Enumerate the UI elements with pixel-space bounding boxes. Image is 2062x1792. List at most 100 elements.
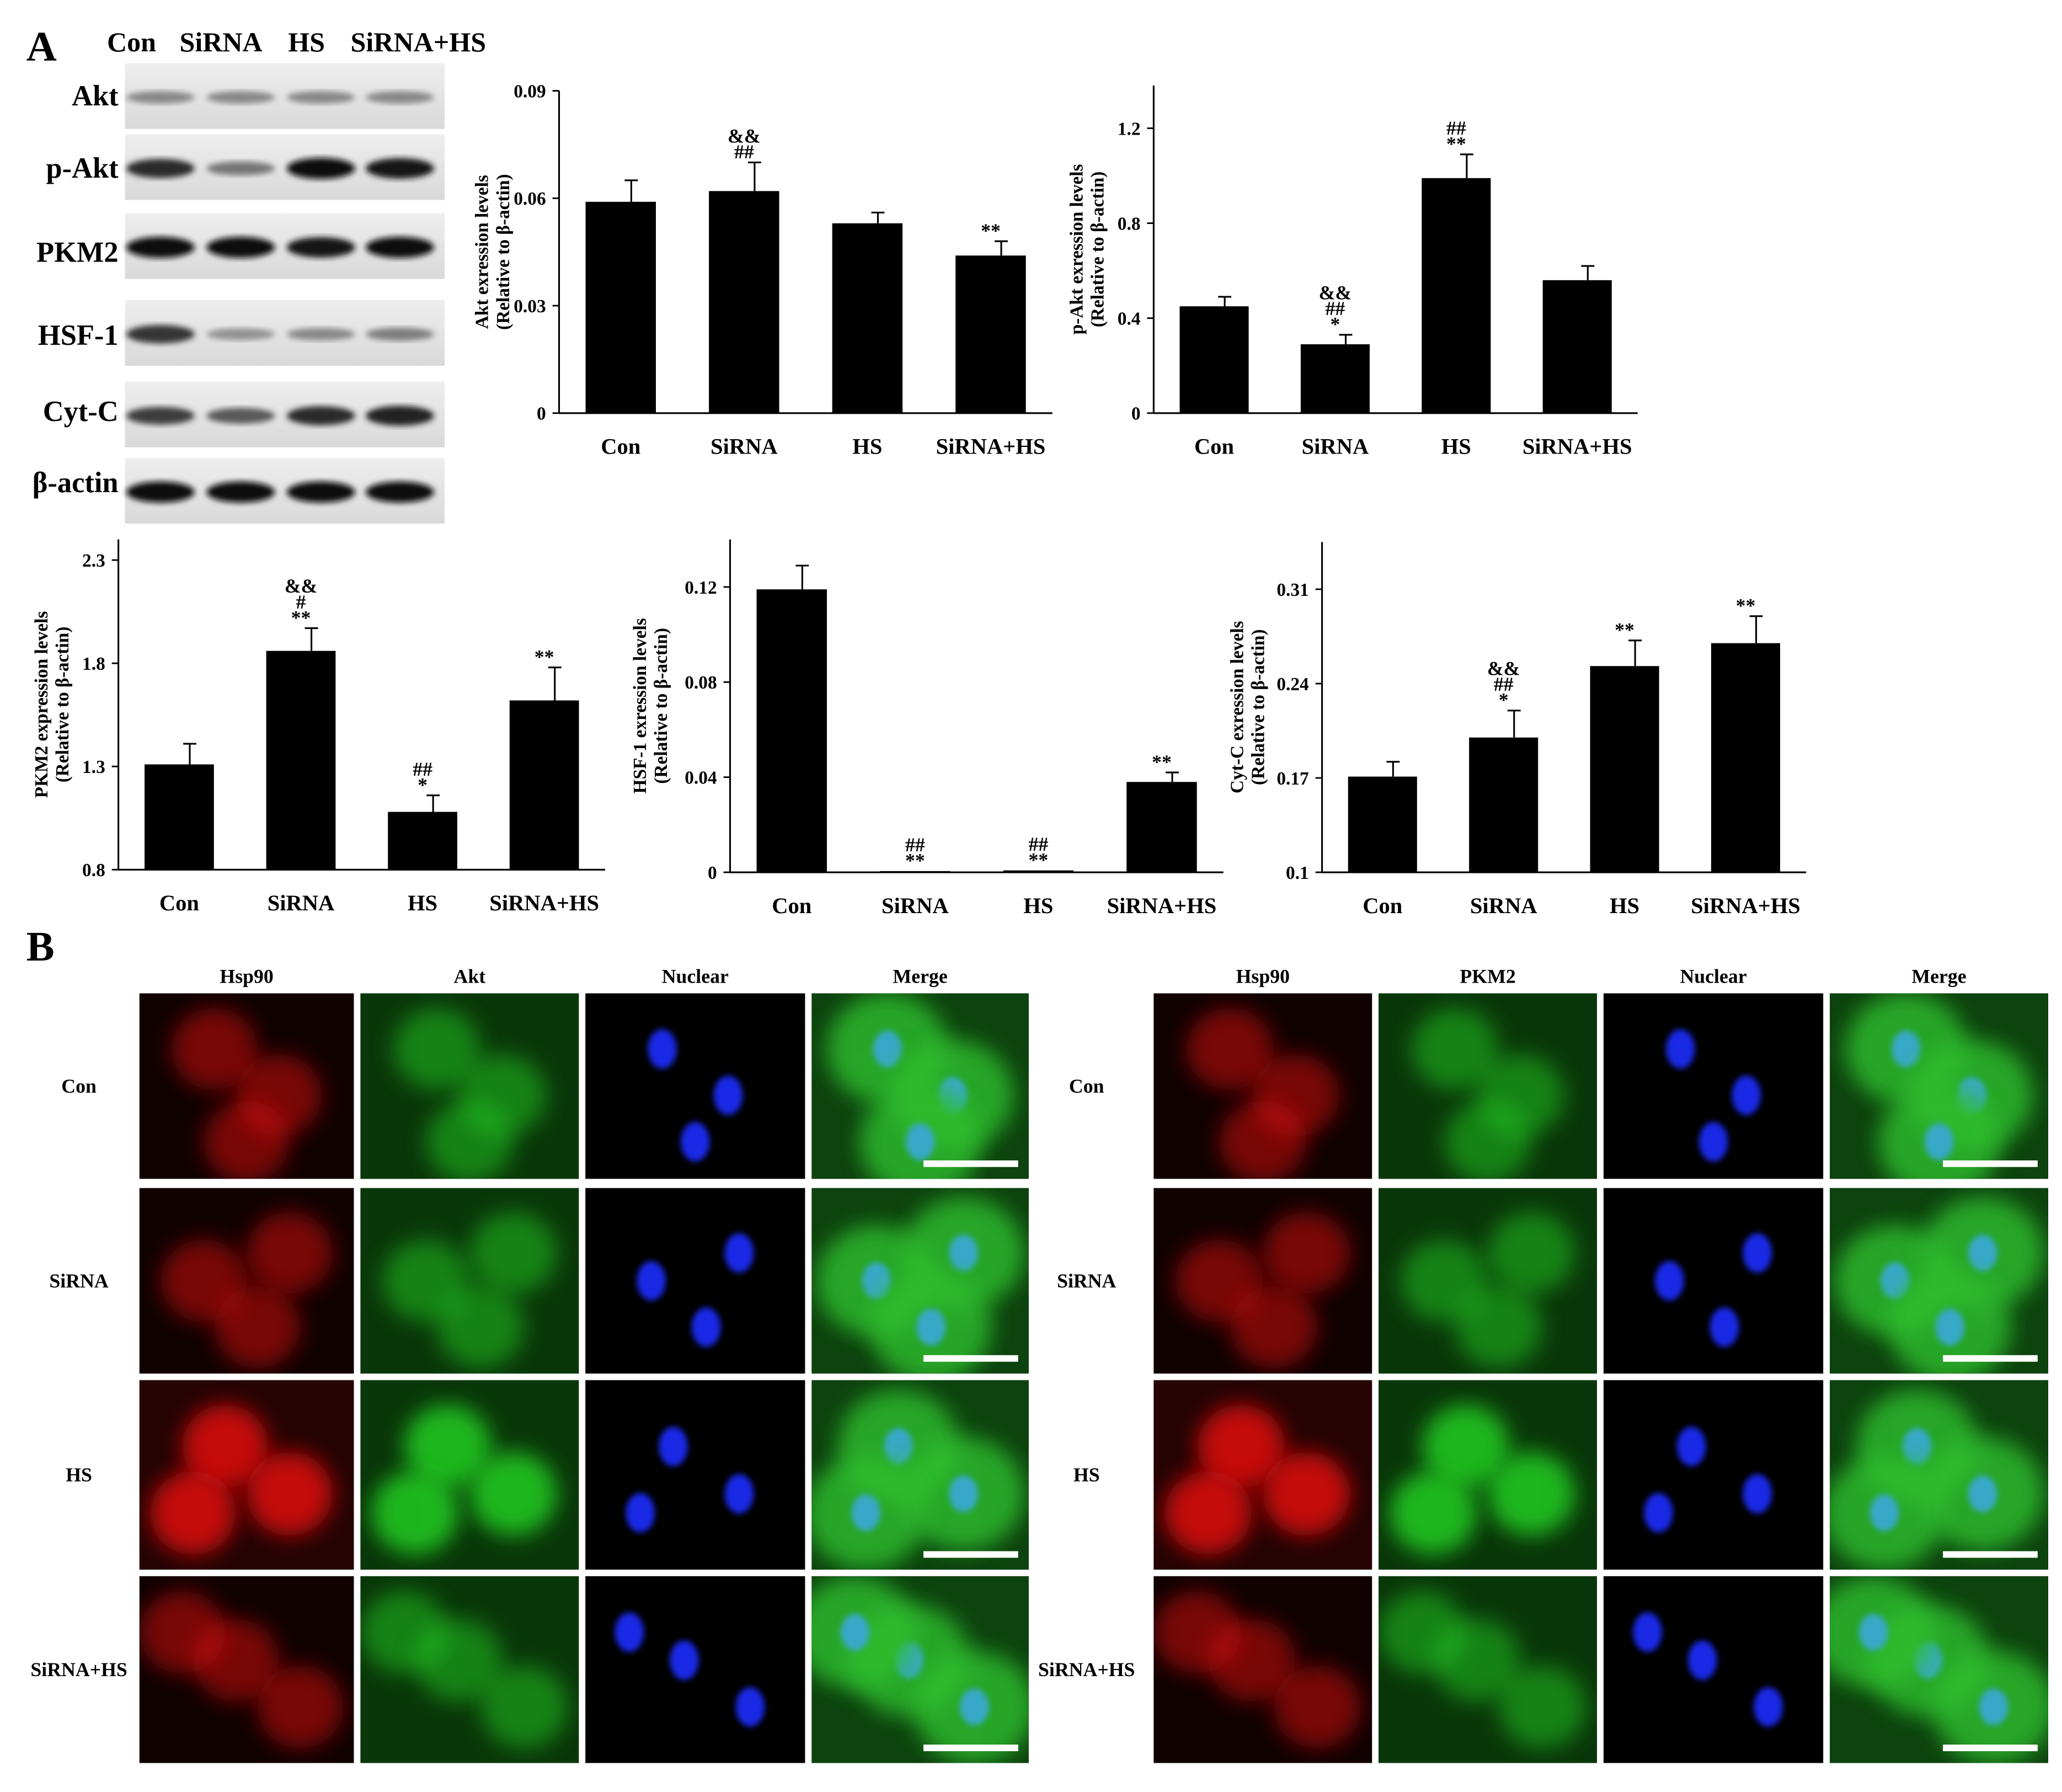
micro-background: [1603, 1188, 1824, 1374]
y-axis-label-line: (Relative to β-actin): [1088, 172, 1108, 328]
y-tick-label: 0.03: [514, 296, 546, 317]
micro-image: [1603, 1188, 1824, 1374]
micro-row-label: SiRNA: [49, 1270, 108, 1292]
blot-band: [206, 91, 275, 104]
merge-nucleus: [1968, 1234, 1997, 1272]
significance-mark: ##: [1494, 673, 1514, 695]
blot-row-label: PKM2: [36, 237, 119, 269]
y-tick-label: 0.1: [1286, 863, 1309, 883]
micro-grid: Hsp90 PKM2 Nuclear Merge Con SiRNA HS SiRNA+HS: [1038, 965, 2048, 1763]
nucleus: [1698, 1122, 1728, 1162]
y-axis-label-line: (Relative to β-actin): [651, 628, 671, 784]
significance-mark: **: [535, 646, 554, 668]
significance-mark: &&: [285, 575, 318, 597]
micro-column-label: Hsp90: [1236, 965, 1290, 987]
stained-cell: [1488, 1452, 1575, 1536]
micro-image: [585, 1188, 805, 1374]
nucleus: [735, 1687, 765, 1727]
y-axis-label: p-Akt exression levels(Relative to β-act…: [1067, 164, 1108, 334]
merge-nucleus: [1892, 1030, 1921, 1068]
nucleus: [1687, 1640, 1717, 1680]
x-tick-label: Con: [772, 893, 811, 918]
stained-cell: [436, 1286, 525, 1368]
micro-column-label: PKM2: [1460, 965, 1515, 987]
y-tick-label: 0.12: [685, 578, 717, 598]
significance-mark: &&: [1319, 281, 1352, 303]
merge-nucleus: [960, 1688, 989, 1726]
y-tick-label: 0.17: [1276, 769, 1308, 789]
micro-image: [1830, 1576, 2048, 1763]
merge-nucleus: [916, 1309, 945, 1346]
nucleus: [1633, 1612, 1662, 1652]
nucleus: [681, 1122, 710, 1162]
bar: [709, 191, 779, 413]
merge-nucleus: [949, 1475, 979, 1512]
blot-band: [286, 328, 355, 341]
stained-cell: [150, 1471, 236, 1555]
blot-row-label: Cyt-C: [43, 396, 119, 428]
stained-cell: [393, 1008, 481, 1090]
nucleus: [1676, 1426, 1706, 1466]
scale-bar: [1943, 1355, 2038, 1362]
stained-cell: [426, 1101, 514, 1179]
significance-mark: **: [1615, 619, 1634, 641]
micro-image: [1153, 1380, 1372, 1570]
stained-cell: [1444, 1101, 1532, 1179]
significance-mark: **: [981, 220, 1001, 242]
stained-cell: [404, 1405, 492, 1489]
micro-image: [1379, 993, 1597, 1179]
micro-image: [139, 993, 354, 1179]
y-axis-label: Akt exression levels(Relative to β-actin…: [472, 174, 514, 330]
x-tick-label: Con: [159, 890, 199, 915]
merge-nucleus: [840, 1614, 870, 1651]
stained-cell: [1379, 1591, 1466, 1673]
blot-band: [126, 158, 195, 178]
blot-band: [206, 481, 275, 503]
nucleus: [1743, 1233, 1772, 1273]
micro-image: [1830, 1380, 2048, 1570]
lane-label: Con: [107, 26, 156, 57]
micro-row-label: SiRNA+HS: [1038, 1658, 1135, 1681]
stained-cell: [1197, 1405, 1285, 1489]
merge-nucleus: [884, 1428, 913, 1465]
bar: [388, 812, 457, 870]
y-axis-label-line: PKM2 expression levels: [31, 611, 52, 798]
y-axis-label: PKM2 expression levels(Relative to β-act…: [31, 611, 73, 798]
significance-mark: **: [1446, 133, 1466, 155]
x-tick-label: SiRNA: [1470, 893, 1537, 918]
stained-cell: [257, 1666, 344, 1748]
blot-row-label: β-actin: [33, 467, 119, 499]
micro-image: [811, 1188, 1029, 1374]
stained-cell: [469, 1452, 557, 1536]
blot-band: [365, 481, 434, 503]
merge-nucleus: [1859, 1614, 1888, 1651]
nucleus: [637, 1261, 666, 1301]
stained-cell: [1186, 1008, 1274, 1090]
x-tick-label: HS: [1441, 434, 1471, 459]
micro-column-label: Nuclear: [662, 965, 729, 987]
blot-band: [206, 161, 275, 175]
micro-column-label: Hsp90: [220, 965, 273, 987]
stained-cell: [172, 1008, 258, 1090]
micro-image: [1603, 1380, 1824, 1570]
significance-mark: ##: [1326, 297, 1345, 319]
significance-mark: **: [1152, 751, 1172, 773]
microscopy-panels: Hsp90 Akt Nuclear MergeConSiRNAHSSiRNA+HSHs…: [30, 965, 2048, 1763]
blot-band: [126, 91, 195, 104]
x-tick-label: SiRNA: [268, 890, 335, 915]
blot-band: [286, 237, 355, 258]
y-tick-label: 0: [708, 863, 717, 883]
significance-mark: &&: [1487, 657, 1520, 679]
y-tick-label: 0.06: [514, 189, 546, 209]
merge-nucleus: [1869, 1494, 1899, 1532]
micro-grid: Hsp90 Akt Nuclear Merge Con SiRNA HS SiRNA+HS: [30, 965, 1029, 1763]
micro-image: [1603, 1576, 1824, 1763]
significance-mark: *: [418, 774, 428, 796]
stained-cell: [1230, 1286, 1318, 1368]
bar-chart: 0.81.31.82.3Con&&#**SiRNA##*HS**SiRNA+HS…: [31, 539, 605, 915]
x-tick-label: SiRNA+HS: [1107, 893, 1217, 918]
stained-cell: [1263, 1212, 1350, 1294]
bar-chart: 0.1 0.17 0.24 0.31 Con &&##* SiRNA ** HS ** SiRNA+…: [1227, 542, 1807, 918]
